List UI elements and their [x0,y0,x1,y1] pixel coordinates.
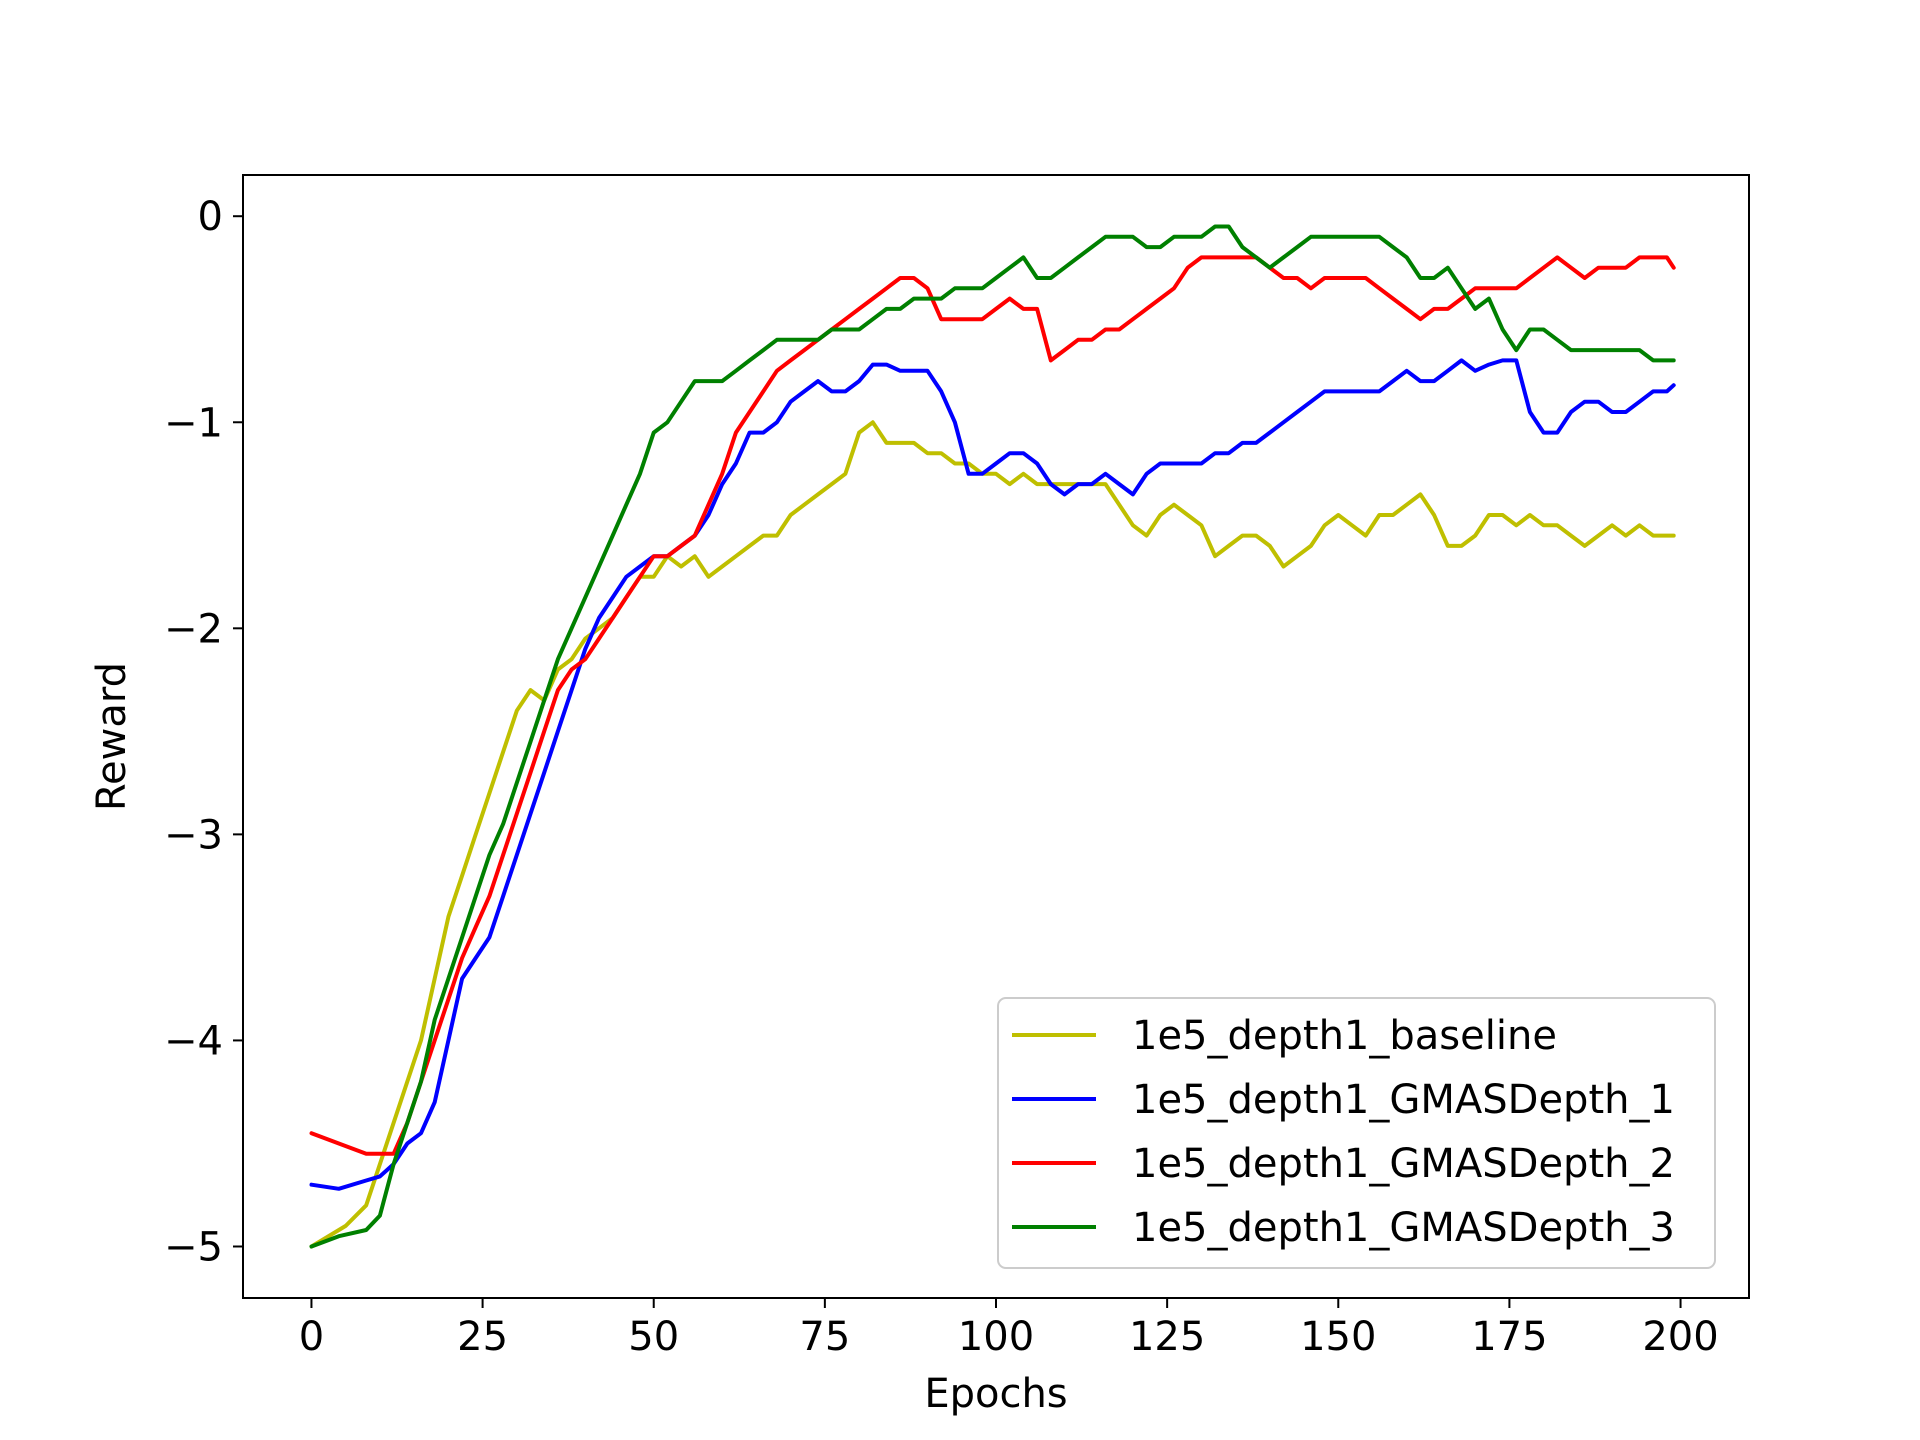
x-tick-label: 25 [457,1314,508,1360]
legend-label-4: 1e5_depth1_GMASDepth_3 [1132,1205,1675,1251]
legend: 1e5_depth1_baseline 1e5_depth1_GMASDepth_… [997,997,1716,1269]
series-line-2 [309,358,1676,1191]
x-axis: 0 25 50 75 100 125 150 175 200 [299,1298,1719,1360]
y-axis-label: Reward [89,662,135,811]
series-line-1 [309,420,1676,1249]
x-axis-label: Epochs [924,1371,1067,1417]
series-line-4 [309,224,1676,1249]
y-tick-label: −5 [164,1224,223,1270]
x-tick-label: 50 [628,1314,679,1360]
legend-label-1: 1e5_depth1_baseline [1132,1013,1557,1059]
x-tick-label: 150 [1300,1314,1376,1360]
y-tick-label: −3 [164,812,223,858]
x-tick-label: 175 [1471,1314,1547,1360]
y-tick-label: −2 [164,606,223,652]
legend-box [997,997,1716,1269]
x-tick-label: 100 [958,1314,1034,1360]
y-axis: 0 −1 −2 −3 −4 −5 [164,194,243,1270]
y-tick-label: −1 [164,400,223,446]
legend-label-2: 1e5_depth1_GMASDepth_1 [1132,1077,1675,1123]
legend-label-3: 1e5_depth1_GMASDepth_2 [1132,1141,1675,1187]
x-tick-label: 0 [299,1314,324,1360]
x-tick-label: 200 [1642,1314,1718,1360]
x-tick-label: 75 [799,1314,850,1360]
series-line-3 [309,255,1676,1156]
series-layer [309,224,1676,1249]
x-tick-label: 125 [1129,1314,1205,1360]
y-tick-label: 0 [198,194,223,240]
y-tick-label: −4 [164,1018,223,1064]
